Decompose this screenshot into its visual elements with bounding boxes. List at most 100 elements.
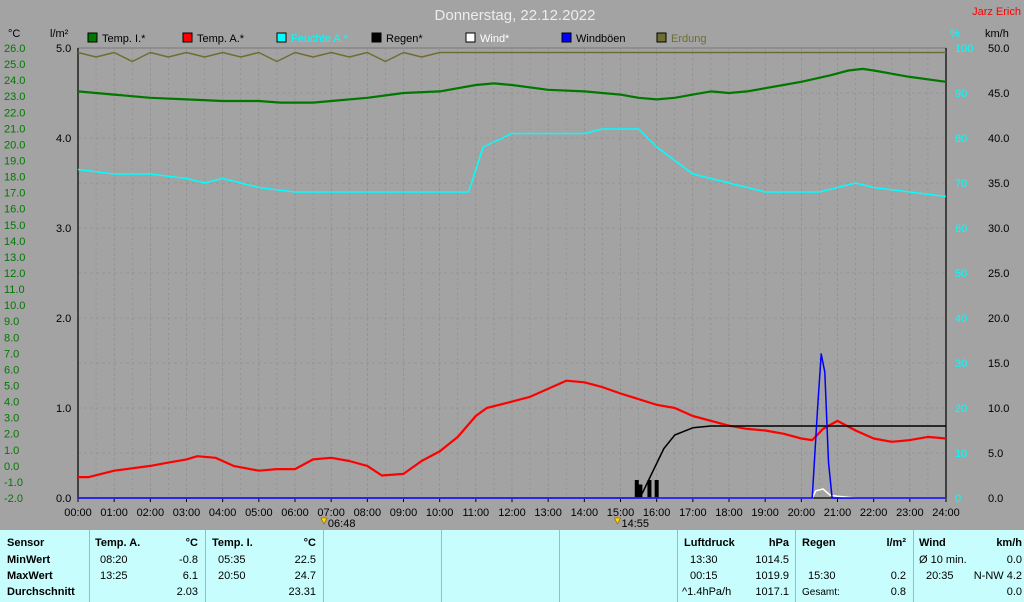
temp-a-header: Temp. A. bbox=[95, 537, 141, 549]
rain-bar-3 bbox=[654, 480, 659, 498]
humidity-tick-label: 60 bbox=[955, 223, 967, 235]
rain-bar-0 bbox=[634, 480, 639, 498]
wind-tick-label: 10.0 bbox=[988, 403, 1009, 415]
temp-tick-label: 6.0 bbox=[4, 364, 19, 376]
temp-tick-label: 26.0 bbox=[4, 43, 25, 55]
x-tick-label: 24:00 bbox=[932, 507, 960, 519]
temp-tick-label: 3.0 bbox=[4, 413, 19, 425]
x-tick-label: 12:00 bbox=[498, 507, 526, 519]
min-row-label: MinWert bbox=[7, 554, 51, 566]
wind-tick-label: 20.0 bbox=[988, 313, 1009, 325]
wind-avg-label: Ø 10 min. bbox=[919, 554, 967, 566]
temp-a-min-time: 08:20 bbox=[100, 554, 128, 566]
wind-header: Wind bbox=[919, 537, 946, 549]
legend-label-4: Wind* bbox=[480, 33, 510, 45]
sensor-header: Sensor bbox=[7, 537, 45, 549]
temp-tick-label: 25.0 bbox=[4, 59, 25, 71]
rain-total-value: 0.8 bbox=[890, 586, 906, 598]
max-row-label: MaxWert bbox=[7, 570, 53, 582]
humidity-tick-label: 90 bbox=[955, 88, 967, 100]
legend-label-5: Windböen bbox=[576, 33, 626, 45]
temp-tick-label: 19.0 bbox=[4, 156, 25, 168]
rain-tick-label: 1.0 bbox=[56, 403, 71, 415]
temp-tick-label: 24.0 bbox=[4, 75, 25, 87]
temp-i-unit: °C bbox=[303, 537, 316, 549]
humidity-tick-label: 40 bbox=[955, 313, 967, 325]
x-tick-label: 21:00 bbox=[824, 507, 852, 519]
temp-a-avg: 2.03 bbox=[176, 586, 198, 598]
series-line-feuchtea bbox=[77, 128, 947, 198]
legend-label-1: Temp. A.* bbox=[197, 33, 245, 45]
temp-i-min-value: 22.5 bbox=[294, 554, 316, 566]
x-tick-label: 19:00 bbox=[751, 507, 779, 519]
rain-tick-label: 2.0 bbox=[56, 313, 71, 325]
x-tick-label: 23:00 bbox=[896, 507, 924, 519]
rain-unit-label: l/m² bbox=[50, 28, 69, 40]
x-tick-label: 00:00 bbox=[64, 507, 92, 519]
stats-temp-a-column: Temp. A. °C 08:20 -0.8 13:25 6.1 2.03 bbox=[90, 530, 206, 602]
x-tick-label: 02:00 bbox=[137, 507, 165, 519]
wind-max-value: N-NW 4.2 bbox=[973, 570, 1022, 582]
temp-tick-label: 11.0 bbox=[4, 284, 25, 296]
rain-bar-1 bbox=[638, 484, 643, 498]
humidity-tick-label: 20 bbox=[955, 403, 967, 415]
temp-tick-label: 9.0 bbox=[4, 316, 19, 328]
pressure-max-time: 00:15 bbox=[690, 570, 718, 582]
x-tick-label: 11:00 bbox=[462, 507, 489, 519]
x-tick-label: 01:00 bbox=[100, 507, 128, 519]
grid bbox=[77, 47, 947, 499]
rain-tick-label: 5.0 bbox=[56, 43, 71, 55]
pressure-min-time: 13:30 bbox=[690, 554, 718, 566]
temp-tick-label: 16.0 bbox=[4, 204, 25, 216]
legend-swatch-3 bbox=[371, 32, 382, 43]
rain-unit: l/m² bbox=[886, 537, 906, 549]
temp-tick-label: 20.0 bbox=[4, 139, 25, 151]
x-tick-label: 15:00 bbox=[607, 507, 635, 519]
stats-panel: Sensor MinWert MaxWert Durchschnitt Temp… bbox=[0, 530, 1024, 602]
x-tick-label: 10:00 bbox=[426, 507, 454, 519]
temp-tick-label: 8.0 bbox=[4, 332, 19, 344]
wind-tick-label: 50.0 bbox=[988, 43, 1009, 55]
x-tick-label: 05:00 bbox=[245, 507, 273, 519]
legend-label-2: Feuchte A.* bbox=[291, 33, 349, 45]
rain-max-time: 15:30 bbox=[808, 570, 836, 582]
rain-bar-2 bbox=[647, 480, 652, 498]
wind-tick-label: 15.0 bbox=[988, 358, 1009, 370]
stats-empty-column-2 bbox=[442, 530, 560, 602]
legend-swatch-1 bbox=[182, 32, 193, 43]
stats-empty-column-1 bbox=[324, 530, 442, 602]
pressure-header: Luftdruck bbox=[684, 537, 735, 549]
humidity-tick-label: 30 bbox=[955, 358, 967, 370]
humidity-tick-label: 70 bbox=[955, 178, 967, 190]
wind-max-time: 20:35 bbox=[926, 570, 954, 582]
temp-i-header: Temp. I. bbox=[212, 537, 253, 549]
stats-temp-i-column: Temp. I. °C 05:35 22.5 20:50 24.7 23.31 bbox=[206, 530, 324, 602]
temp-i-max-time: 20:50 bbox=[218, 570, 246, 582]
pressure-min-value: 1014.5 bbox=[755, 554, 789, 566]
legend-label-6: Erdung bbox=[671, 33, 706, 45]
wind-tick-label: 0.0 bbox=[988, 493, 1003, 505]
temp-tick-label: -2.0 bbox=[4, 493, 23, 505]
temp-a-unit: °C bbox=[185, 537, 198, 549]
rain-tick-label: 3.0 bbox=[56, 223, 71, 235]
x-tick-label: 13:00 bbox=[534, 507, 562, 519]
pressure-avg: 1017.1 bbox=[755, 586, 789, 598]
avg-row-label: Durchschnitt bbox=[7, 586, 75, 598]
chart-title: Donnerstag, 22.12.2022 bbox=[435, 7, 596, 24]
x-tick-label: 04:00 bbox=[209, 507, 237, 519]
pressure-max-value: 1019.9 bbox=[755, 570, 789, 582]
wind-tick-label: 5.0 bbox=[988, 448, 1003, 460]
humidity-tick-label: 50 bbox=[955, 268, 967, 280]
x-tick-label: 06:00 bbox=[281, 507, 309, 519]
rain-tick-label: 4.0 bbox=[56, 133, 71, 145]
x-tick-label: 18:00 bbox=[715, 507, 743, 519]
series-layer bbox=[77, 51, 947, 499]
wind-tick-label: 35.0 bbox=[988, 178, 1009, 190]
wind-avg: 0.0 bbox=[1006, 586, 1022, 598]
pressure-trend: ^1.4hPa/h bbox=[682, 586, 732, 598]
temp-i-max-value: 24.7 bbox=[294, 570, 316, 582]
temp-tick-label: 12.0 bbox=[4, 268, 25, 280]
x-tick-label: 20:00 bbox=[788, 507, 816, 519]
legend-swatch-4 bbox=[465, 32, 476, 43]
wind-unit: km/h bbox=[996, 537, 1022, 549]
